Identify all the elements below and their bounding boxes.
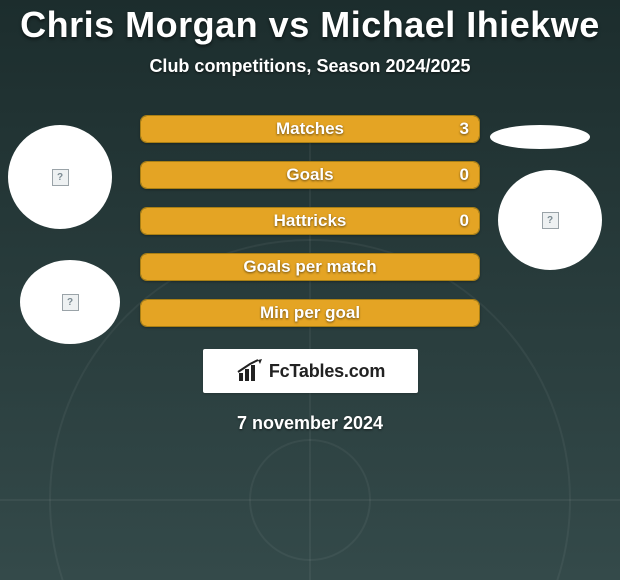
stat-fill [141,254,479,280]
date-text: 7 november 2024 [0,413,620,434]
stat-row: Hattricks0 [140,207,480,235]
brand-box: FcTables.com [203,349,418,393]
brand-text: FcTables.com [269,361,385,382]
stat-row: Min per goal [140,299,480,327]
stat-fill [141,116,479,142]
page-subtitle: Club competitions, Season 2024/2025 [0,56,620,77]
stat-value: 0 [460,208,469,234]
brand-chart-icon [235,359,263,383]
stat-row: Goals per match [140,253,480,281]
stat-value: 3 [460,116,469,142]
stat-row: Goals0 [140,161,480,189]
stat-fill [141,208,479,234]
content-wrapper: Chris Morgan vs Michael Ihiekwe Club com… [0,0,620,434]
page-title: Chris Morgan vs Michael Ihiekwe [0,4,620,46]
stats-list: Matches3 Goals0 Hattricks0 Goals per match M… [140,115,480,327]
stat-fill [141,300,479,326]
stat-row: Matches3 [140,115,480,143]
stat-fill [141,162,479,188]
stat-value: 0 [460,162,469,188]
